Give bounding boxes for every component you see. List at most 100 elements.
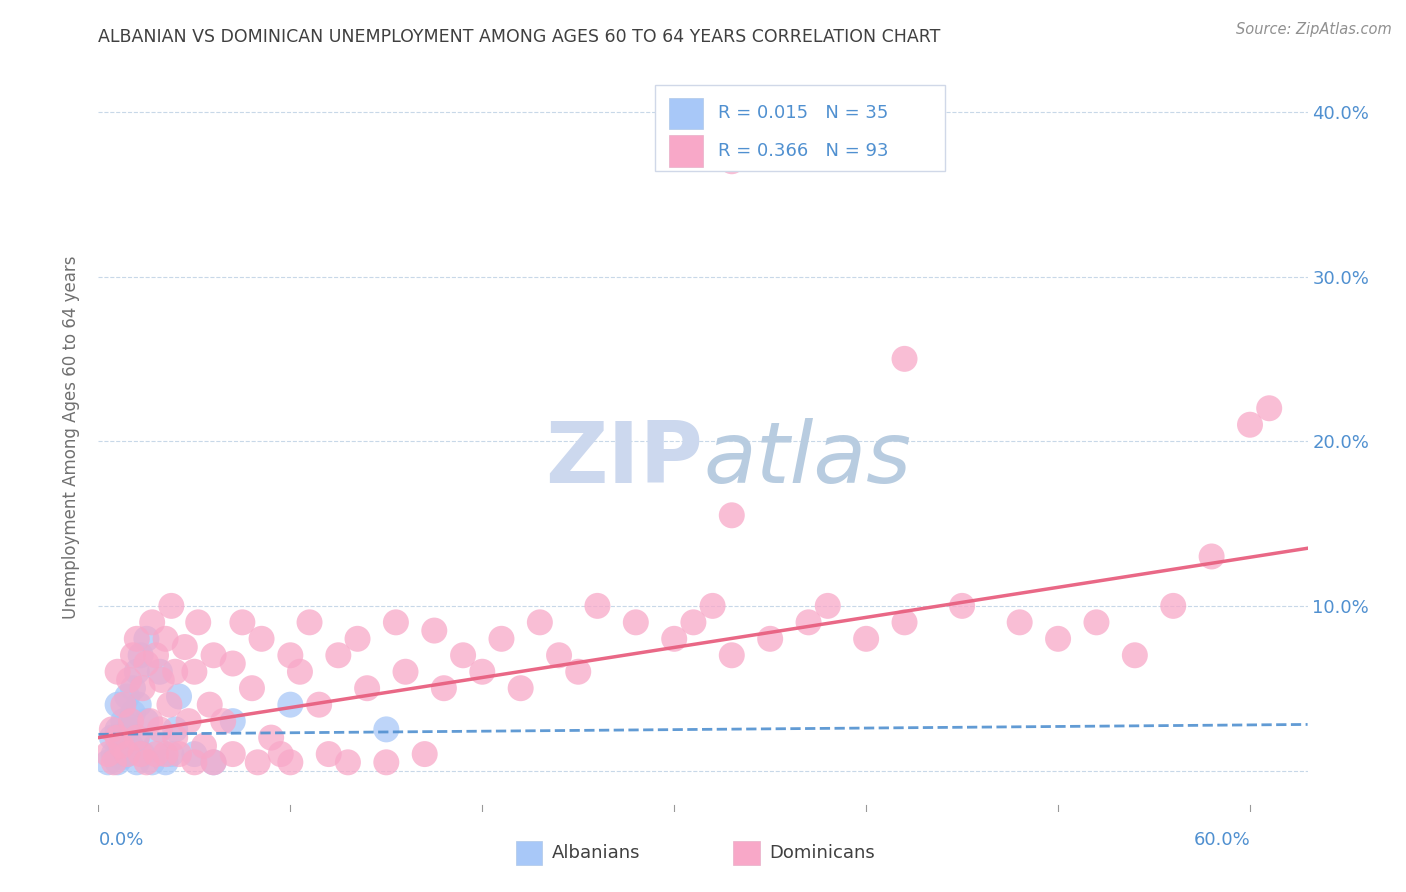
Point xyxy=(260,731,283,745)
Point xyxy=(202,756,225,770)
Point xyxy=(423,624,446,638)
Point xyxy=(893,351,915,366)
Point xyxy=(145,747,167,761)
Point xyxy=(120,714,142,728)
Point xyxy=(231,615,253,630)
Point xyxy=(101,731,124,745)
Point xyxy=(107,723,129,737)
Point xyxy=(1161,599,1184,613)
Point xyxy=(167,690,190,704)
Point xyxy=(280,698,302,712)
Point xyxy=(125,632,148,646)
Point xyxy=(270,747,292,761)
Point xyxy=(149,723,172,737)
Point xyxy=(491,632,513,646)
Point xyxy=(202,648,225,663)
Point xyxy=(298,615,321,630)
Point xyxy=(183,756,205,770)
Point xyxy=(1123,648,1146,663)
Point xyxy=(759,632,782,646)
Point xyxy=(1008,615,1031,630)
Point xyxy=(280,756,302,770)
Point xyxy=(107,747,129,761)
Point xyxy=(107,665,129,679)
Text: Albanians: Albanians xyxy=(551,844,640,862)
Point xyxy=(193,739,215,753)
Point xyxy=(120,739,142,753)
Point xyxy=(720,508,742,523)
Text: Source: ZipAtlas.com: Source: ZipAtlas.com xyxy=(1236,22,1392,37)
Text: ZIP: ZIP xyxy=(546,418,703,501)
Point xyxy=(167,747,190,761)
Point xyxy=(950,599,973,613)
Point xyxy=(129,648,152,663)
Point xyxy=(145,739,167,753)
Text: R = 0.015   N = 35: R = 0.015 N = 35 xyxy=(717,104,887,122)
Point xyxy=(103,747,125,761)
Point xyxy=(328,648,350,663)
Point xyxy=(817,599,839,613)
Point xyxy=(97,756,120,770)
Point xyxy=(131,681,153,696)
Point xyxy=(150,673,173,687)
Point xyxy=(149,665,172,679)
Point xyxy=(160,747,183,761)
Point xyxy=(280,648,302,663)
Point xyxy=(246,756,269,770)
Point xyxy=(346,632,368,646)
Point xyxy=(131,747,153,761)
Point xyxy=(222,747,245,761)
Point xyxy=(173,640,195,654)
Point xyxy=(165,723,187,737)
Point xyxy=(385,615,408,630)
Point xyxy=(198,698,221,712)
Point xyxy=(155,756,177,770)
Point xyxy=(177,714,200,728)
Text: Dominicans: Dominicans xyxy=(769,844,876,862)
FancyBboxPatch shape xyxy=(734,841,759,865)
Point xyxy=(222,714,245,728)
Point xyxy=(112,698,135,712)
Point xyxy=(336,756,359,770)
Point xyxy=(413,747,436,761)
Point xyxy=(97,747,120,761)
Point xyxy=(129,747,152,761)
Point xyxy=(139,714,162,728)
Point xyxy=(720,154,742,169)
Point xyxy=(160,599,183,613)
Point xyxy=(155,747,177,761)
Point xyxy=(165,731,187,745)
Point xyxy=(240,681,263,696)
Point xyxy=(548,648,571,663)
Point xyxy=(1239,417,1261,432)
Y-axis label: Unemployment Among Ages 60 to 64 years: Unemployment Among Ages 60 to 64 years xyxy=(62,255,80,619)
Point xyxy=(702,599,724,613)
FancyBboxPatch shape xyxy=(516,841,543,865)
Point xyxy=(1258,401,1281,416)
Point xyxy=(135,657,157,671)
Point xyxy=(101,723,124,737)
Point xyxy=(855,632,877,646)
Point xyxy=(125,731,148,745)
Point xyxy=(115,690,138,704)
Point xyxy=(125,665,148,679)
Point xyxy=(1085,615,1108,630)
Point xyxy=(107,756,129,770)
Point xyxy=(112,714,135,728)
Point xyxy=(183,665,205,679)
Point xyxy=(318,747,340,761)
Point xyxy=(288,665,311,679)
FancyBboxPatch shape xyxy=(655,85,945,171)
FancyBboxPatch shape xyxy=(669,135,703,167)
Point xyxy=(183,747,205,761)
Point xyxy=(394,665,416,679)
Point xyxy=(664,632,686,646)
Text: 60.0%: 60.0% xyxy=(1194,831,1250,849)
Point xyxy=(122,681,145,696)
Point xyxy=(141,615,163,630)
Point xyxy=(135,714,157,728)
Point xyxy=(115,747,138,761)
Text: R = 0.366   N = 93: R = 0.366 N = 93 xyxy=(717,142,889,160)
Point xyxy=(893,615,915,630)
Point xyxy=(107,698,129,712)
